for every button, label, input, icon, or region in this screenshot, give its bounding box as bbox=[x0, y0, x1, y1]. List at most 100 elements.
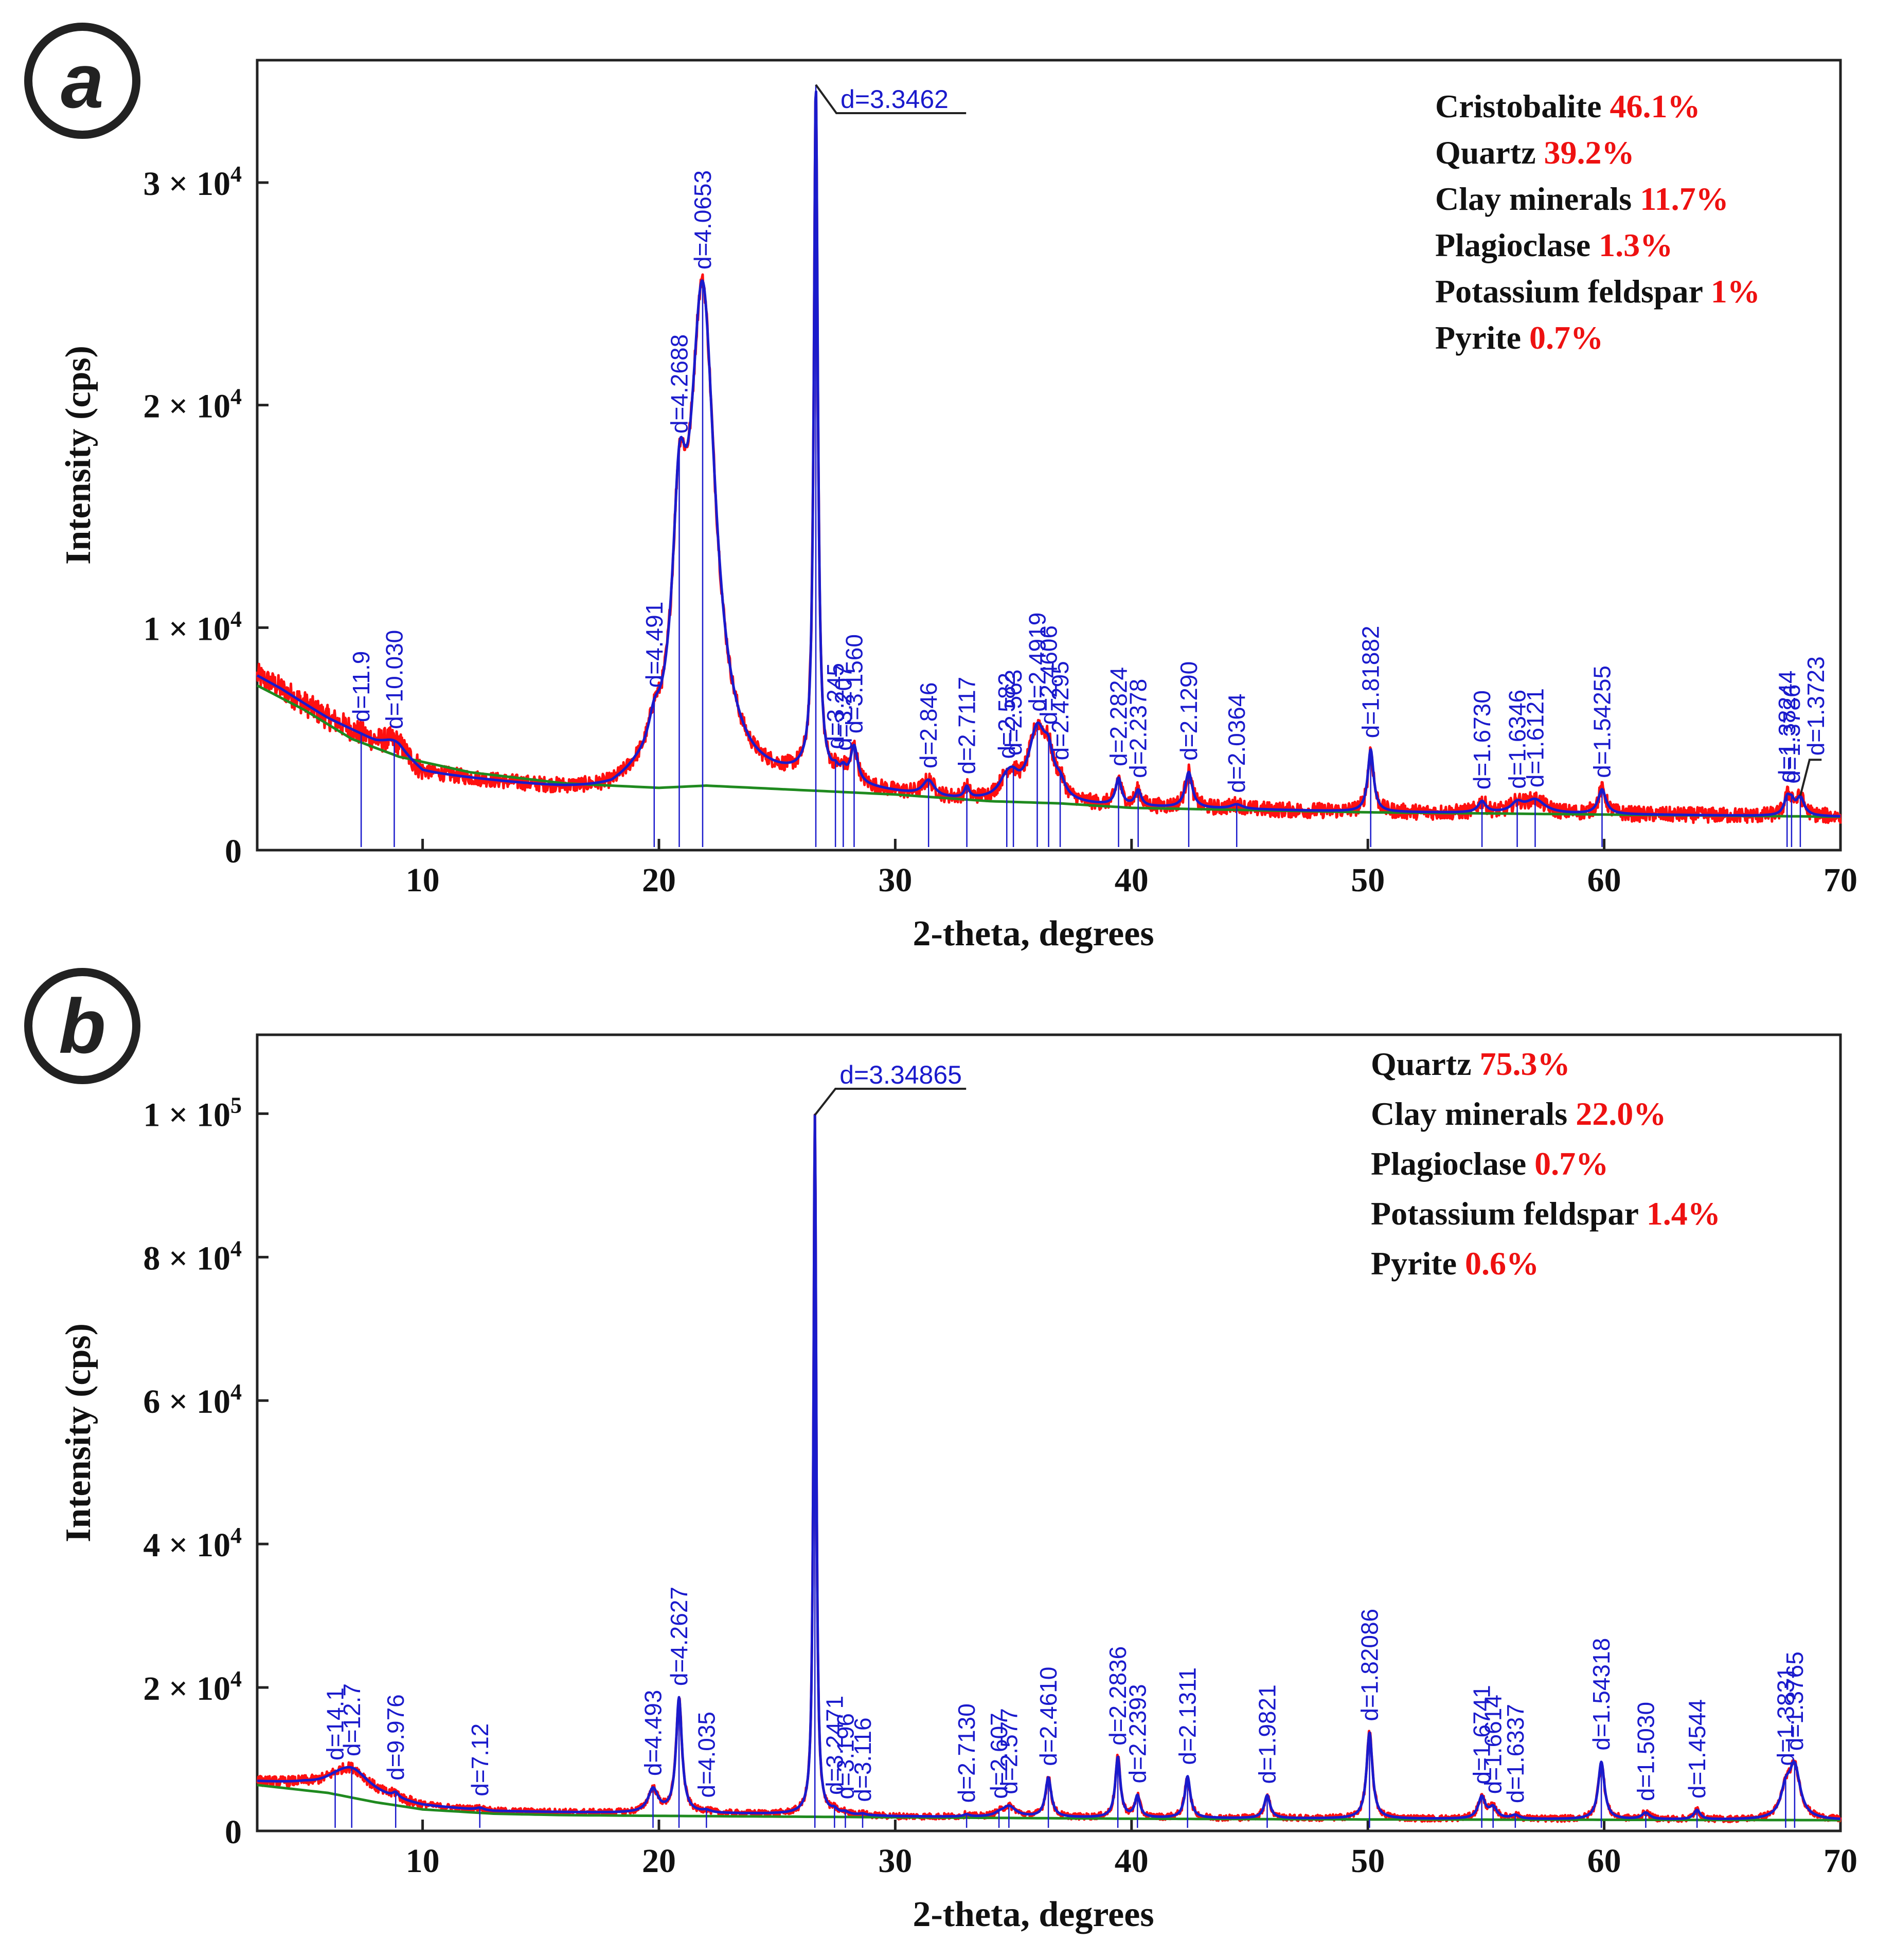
peak-d-label: d=2.4919 bbox=[1024, 613, 1050, 712]
mineral-percent: 0.7% bbox=[1534, 1145, 1608, 1182]
peak-d-label: d=3.1560 bbox=[841, 634, 867, 733]
y-tick-exponent: 5 bbox=[230, 1092, 242, 1118]
peak-d-label: d=2.7117 bbox=[954, 677, 980, 775]
peak-d-label: d=2.846 bbox=[915, 682, 942, 769]
composition-entry: Clay minerals 22.0% bbox=[1371, 1095, 1666, 1132]
x-tick-label: 20 bbox=[642, 1842, 676, 1880]
composition-entry: Clay minerals 11.7% bbox=[1435, 181, 1729, 217]
x-tick-label: 70 bbox=[1824, 1842, 1857, 1880]
mineral-percent: 46.1% bbox=[1610, 88, 1701, 124]
peak-d-label: d=1.81882 bbox=[1357, 625, 1384, 738]
mineral-percent: 1.3% bbox=[1599, 227, 1673, 263]
peak-d-label: d=2.7130 bbox=[953, 1703, 980, 1803]
x-tick-label: 50 bbox=[1351, 1842, 1385, 1880]
peak-d-label: d=4.493 bbox=[640, 1690, 667, 1776]
x-tick-label: 20 bbox=[642, 861, 676, 899]
mineral-name: Plagioclase bbox=[1371, 1145, 1526, 1182]
y-axis-label: Intensity (cps) bbox=[59, 1323, 98, 1542]
peak-d-label: d=11.9 bbox=[348, 651, 374, 723]
mineral-name: Plagioclase bbox=[1435, 227, 1590, 263]
mineral-percent: 22.0% bbox=[1576, 1095, 1666, 1132]
y-tick-base: 8 × 10 bbox=[143, 1239, 230, 1277]
y-tick-label: 1 × 105 bbox=[143, 1092, 242, 1134]
peak-d-label: d=2.2393 bbox=[1124, 1684, 1151, 1783]
composition-entry: Potassium feldspar 1.4% bbox=[1371, 1195, 1721, 1232]
spacer bbox=[1526, 1145, 1534, 1182]
y-tick-base: 2 × 10 bbox=[143, 388, 230, 425]
peak-d-label: d=1.3786 bbox=[1778, 685, 1805, 784]
x-tick-label: 10 bbox=[406, 1842, 440, 1880]
mineral-percent: 0.6% bbox=[1465, 1245, 1539, 1282]
y-tick-label: 4 × 104 bbox=[143, 1523, 242, 1564]
peak-d-label: d=2.1290 bbox=[1175, 661, 1202, 761]
y-axis-label: Intensity (cps) bbox=[59, 346, 98, 565]
peak-d-label: d=3.2471 bbox=[821, 1696, 848, 1795]
peak-d-label: d=1.3831 bbox=[1772, 1666, 1799, 1766]
y-tick-exponent: 4 bbox=[230, 1523, 242, 1548]
x-tick-label: 30 bbox=[878, 861, 912, 899]
peak-d-label: d=2.4606 bbox=[1035, 625, 1062, 725]
composition-entry: Pyrite 0.7% bbox=[1435, 319, 1603, 356]
mineral-percent: 11.7% bbox=[1640, 181, 1728, 217]
y-tick-exponent: 4 bbox=[230, 1666, 242, 1692]
peak-d-label: d=1.6346 bbox=[1504, 690, 1531, 789]
x-axis-label: 2-theta, degrees bbox=[913, 914, 1154, 954]
spacer bbox=[1590, 227, 1599, 263]
spacer bbox=[1457, 1245, 1465, 1282]
y-tick-label: 2 × 104 bbox=[143, 1666, 242, 1707]
spacer bbox=[1602, 88, 1610, 124]
composition-entry: Quartz 75.3% bbox=[1371, 1046, 1570, 1082]
y-tick-base: 4 × 10 bbox=[143, 1526, 230, 1564]
mineral-name: Quartz bbox=[1435, 134, 1536, 171]
peak-d-label: d=3.207 bbox=[830, 664, 856, 751]
peak-d-label: d=2.563 bbox=[1000, 670, 1027, 756]
peak-d-label: d=9.976 bbox=[382, 1694, 409, 1781]
top-peak-label: d=3.34865 bbox=[839, 1060, 962, 1089]
composition-entry: Quartz 39.2% bbox=[1435, 134, 1635, 171]
peak-d-label: d=2.4610 bbox=[1035, 1667, 1062, 1766]
x-tick-label: 70 bbox=[1824, 861, 1857, 899]
x-tick-label: 60 bbox=[1587, 1842, 1621, 1880]
spacer bbox=[1632, 181, 1640, 217]
peak-d-label: d=2.2836 bbox=[1104, 1646, 1131, 1746]
composition-entry: Potassium feldspar 1% bbox=[1435, 273, 1760, 310]
peak-d-label: d=4.0653 bbox=[689, 170, 716, 269]
x-tick-label: 30 bbox=[878, 1842, 912, 1880]
x-tick-label: 40 bbox=[1115, 1842, 1149, 1880]
peak-d-label: d=2.0364 bbox=[1223, 694, 1250, 793]
y-tick-base: 6 × 10 bbox=[143, 1383, 230, 1420]
panel-label: a bbox=[61, 38, 103, 124]
peak-d-label: d=4.035 bbox=[693, 1712, 720, 1798]
x-tick-label: 40 bbox=[1115, 861, 1149, 899]
y-tick-exponent: 4 bbox=[230, 384, 242, 409]
peak-d-label: d=2.2378 bbox=[1125, 679, 1152, 778]
panel-label-circle bbox=[24, 23, 140, 139]
peak-d-label: d=3.116 bbox=[849, 1717, 876, 1802]
peak-d-label: d=1.5030 bbox=[1632, 1702, 1659, 1801]
peak-d-label: d=1.6614 bbox=[1480, 1695, 1507, 1794]
spacer bbox=[1536, 134, 1544, 171]
top-label-leader bbox=[815, 84, 967, 114]
peak-d-label: d=12.7 bbox=[338, 1683, 365, 1756]
spacer bbox=[1567, 1095, 1576, 1132]
y-tick-exponent: 4 bbox=[230, 1236, 242, 1261]
mineral-name: Clay minerals bbox=[1371, 1095, 1567, 1132]
spacer bbox=[1472, 1046, 1480, 1082]
y-tick-base: 1 × 10 bbox=[143, 1096, 230, 1134]
spacer bbox=[1521, 319, 1529, 356]
peak-d-label: d=2.607 bbox=[986, 1713, 1012, 1799]
y-tick-label: 3 × 104 bbox=[143, 161, 242, 203]
y-tick-exponent: 4 bbox=[230, 606, 242, 632]
y-tick-exponent: 4 bbox=[230, 161, 242, 187]
peak-d-label: d=1.54318 bbox=[1588, 1638, 1615, 1751]
mineral-name: Pyrite bbox=[1435, 319, 1521, 356]
y-tick-base: 1 × 10 bbox=[143, 610, 230, 648]
mineral-name: Potassium feldspar bbox=[1371, 1195, 1639, 1232]
peak-d-label: d=1.3765 bbox=[1781, 1651, 1808, 1751]
x-tick-label: 10 bbox=[406, 861, 440, 899]
right-label-leader bbox=[1799, 759, 1822, 796]
mineral-percent: 1.4% bbox=[1647, 1195, 1721, 1232]
x-tick-label: 50 bbox=[1351, 861, 1385, 899]
